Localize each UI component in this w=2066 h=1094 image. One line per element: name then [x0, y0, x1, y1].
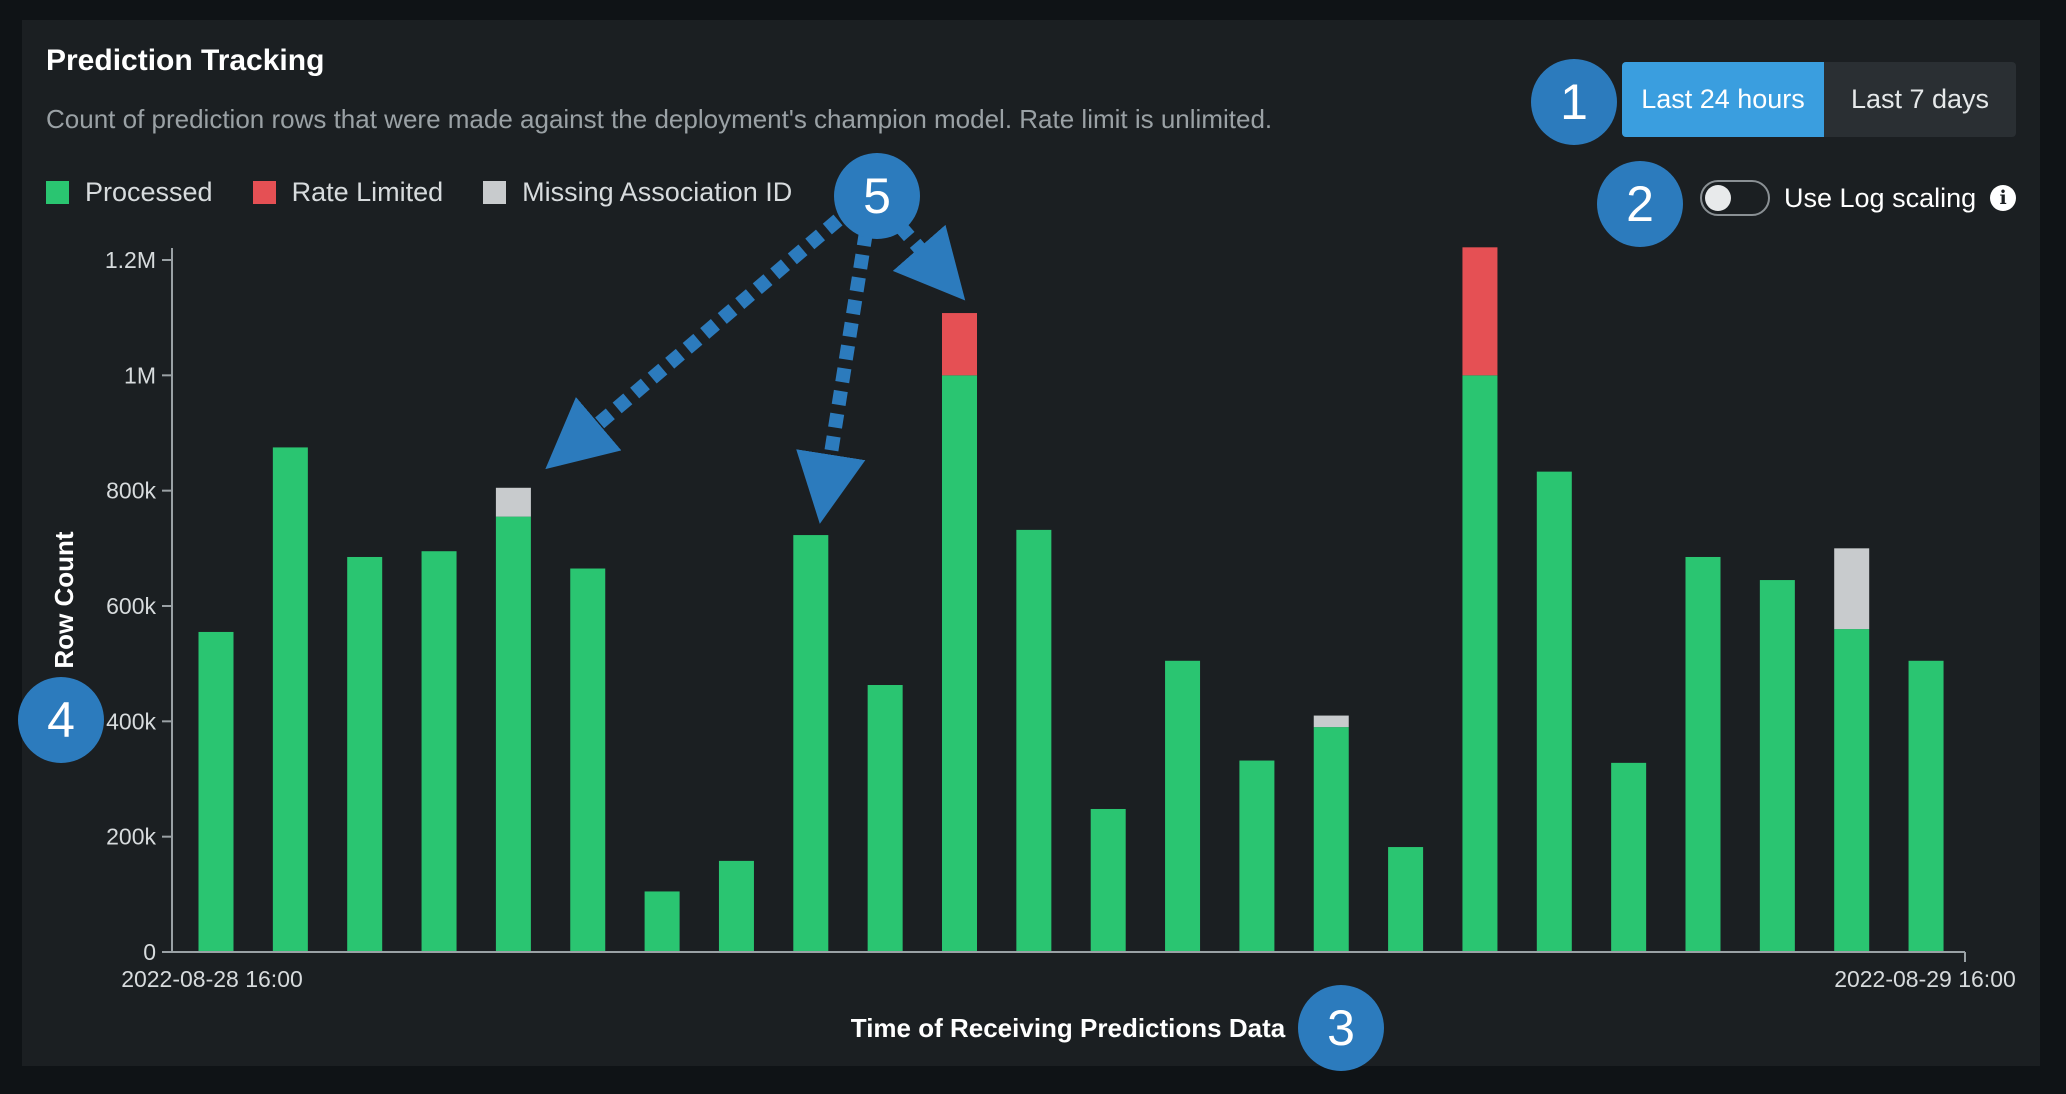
legend-label-processed: Processed — [85, 177, 213, 207]
bar-missing-association-id[interactable] — [495, 487, 531, 517]
legend-label-missing-association-id: Missing Association ID — [522, 177, 793, 207]
last-7-days-button[interactable]: Last 7 days — [1850, 84, 1990, 114]
legend-swatch-missing-association-id — [483, 181, 507, 204]
bar-processed[interactable] — [1090, 808, 1126, 952]
time-range-toggle: Last 24 hours Last 7 days — [1622, 62, 2016, 137]
bar-processed[interactable] — [867, 685, 903, 952]
y-tick-label: 200k — [106, 824, 156, 850]
bar-processed[interactable] — [198, 631, 234, 952]
y-tick-label: 0 — [143, 939, 156, 965]
bar-processed[interactable] — [1016, 529, 1052, 952]
legend-item-rate-limited[interactable]: Rate Limited — [252, 177, 444, 208]
axes-group: 0 200k 400k 600k 800k 1M 1.2M 2022-08-28 16:00 2… — [105, 247, 2016, 992]
y-axis-label: Row Count — [49, 531, 79, 669]
bar-processed[interactable] — [1908, 660, 1944, 952]
callout-badge-4: 4 — [18, 677, 104, 763]
bar-rate-limited[interactable] — [1462, 247, 1498, 376]
bar-missing-association-id[interactable] — [1834, 548, 1870, 630]
callout-badge-1: 1 — [1531, 59, 1617, 145]
bar-processed[interactable] — [347, 556, 383, 952]
bar-processed[interactable] — [570, 568, 606, 952]
bar-processed[interactable] — [1239, 760, 1275, 952]
bar-processed[interactable] — [1611, 762, 1647, 952]
callout-badge-5: 5 — [834, 153, 920, 239]
callout-arrow — [545, 214, 843, 470]
log-scaling-label: Use Log scaling — [1784, 182, 1977, 213]
switch-knob — [1705, 185, 1731, 211]
info-icon[interactable]: i — [1990, 185, 2017, 211]
callout-badge-3: 3 — [1298, 985, 1384, 1071]
bar-rate-limited[interactable] — [942, 313, 977, 376]
bar-processed[interactable] — [272, 447, 308, 952]
bar-processed[interactable] — [1313, 727, 1349, 952]
x-tick-label: 2022-08-28 16:00 — [121, 966, 303, 992]
log-scaling-control: Use Log scaling i — [1700, 180, 2017, 216]
bar-processed[interactable] — [1759, 580, 1795, 952]
y-tick-label: 600k — [106, 593, 156, 619]
bar-processed[interactable] — [1388, 847, 1424, 952]
last-24-hours-button[interactable]: Last 24 hours — [1622, 62, 1824, 137]
bar-processed[interactable] — [495, 516, 531, 952]
page-title: Prediction Tracking — [46, 44, 325, 77]
callout-arrows — [545, 214, 966, 524]
x-axis-label: Time of Receiving Predictions Data — [851, 1013, 1286, 1043]
callout-badge-2: 2 — [1597, 161, 1683, 247]
y-tick-label: 400k — [106, 708, 156, 734]
chart-legend: Processed Rate Limited Missing Associati… — [46, 177, 792, 208]
bar-processed[interactable] — [1685, 556, 1721, 952]
callout-arrow — [892, 221, 966, 301]
bar-processed[interactable] — [644, 891, 680, 952]
bar-processed[interactable] — [421, 551, 457, 952]
x-tick-label: 2022-08-29 16:00 — [1834, 966, 2016, 992]
y-tick-label: 800k — [106, 478, 156, 504]
bar-missing-association-id[interactable] — [1313, 715, 1349, 728]
legend-swatch-rate-limited — [252, 181, 276, 204]
legend-item-processed[interactable]: Processed — [46, 177, 213, 208]
legend-label-rate-limited: Rate Limited — [291, 177, 444, 207]
log-scaling-switch[interactable] — [1700, 180, 1770, 216]
bar-processed[interactable] — [1536, 471, 1572, 952]
legend-swatch-processed — [46, 181, 69, 204]
page-subtitle: Count of prediction rows that were made … — [46, 104, 1273, 134]
bar-processed[interactable] — [793, 535, 829, 952]
bar-processed[interactable] — [1462, 375, 1498, 952]
y-tick-label: 1.2M — [105, 247, 156, 273]
bar-processed[interactable] — [1834, 629, 1870, 952]
callout-arrow — [796, 230, 873, 524]
bar-group — [198, 247, 1944, 952]
y-tick-label: 1M — [124, 362, 156, 388]
legend-item-missing-association-id[interactable]: Missing Association ID — [483, 177, 792, 208]
bar-processed[interactable] — [942, 375, 977, 952]
bar-processed[interactable] — [718, 860, 754, 952]
bar-processed[interactable] — [1165, 660, 1201, 952]
